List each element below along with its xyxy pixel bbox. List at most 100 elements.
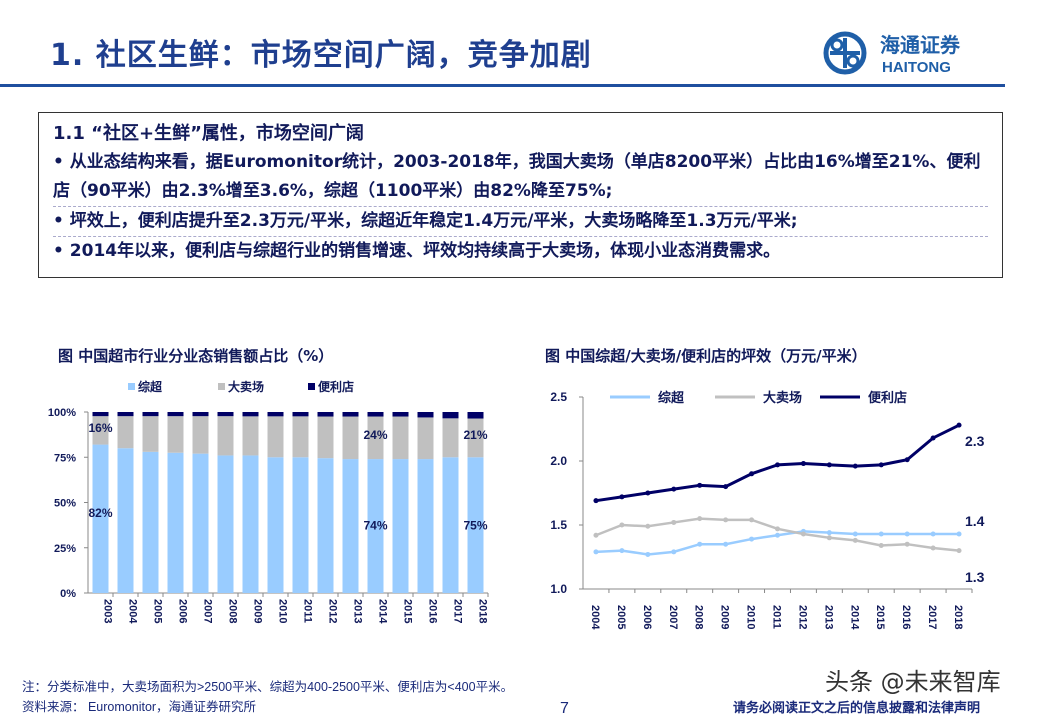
footnote: 注：分类标准中，大卖场面积为>2500平米、综超为400-2500平米、便利店为… — [22, 680, 514, 694]
point-大卖场 — [775, 526, 780, 532]
point-便利店 — [852, 463, 858, 469]
bar-大卖场 — [442, 418, 459, 458]
legend-label: 综超 — [658, 390, 685, 405]
point-便利店 — [593, 498, 599, 504]
x-tick-label: 2017 — [452, 599, 464, 623]
bar-便利店 — [167, 412, 184, 417]
page-title: 1. 社区生鲜：市场空间广阔，竞争加剧 — [50, 38, 592, 73]
point-大卖场 — [645, 523, 651, 529]
point-大卖场 — [930, 545, 936, 551]
bar-便利店 — [392, 412, 409, 417]
point-便利店 — [697, 482, 703, 488]
y-tick-label: 75% — [54, 452, 76, 464]
y-tick-label: 1.5 — [550, 518, 567, 532]
bar-综超 — [392, 459, 409, 593]
bar-大卖场 — [142, 416, 159, 452]
bar-便利店 — [267, 412, 284, 417]
x-tick-label: 2010 — [745, 605, 757, 629]
x-tick-label: 2007 — [667, 605, 679, 629]
data-label: 16% — [88, 421, 112, 435]
point-便利店 — [878, 462, 884, 468]
x-tick-label: 2008 — [693, 605, 705, 629]
summary-bullet: • 从业态结构来看，据Euromonitor统计，2003-2018年，我国大卖… — [53, 152, 981, 201]
bar-大卖场 — [167, 416, 184, 453]
point-大卖场 — [723, 517, 729, 523]
summary-bullet: • 2014年以来，便利店与综超行业的销售增速、坪效均持续高于大卖场，体现小业态… — [53, 236, 988, 266]
bar-综超 — [142, 451, 159, 593]
x-tick-label: 2013 — [352, 599, 364, 623]
svg-text:HAITONG: HAITONG — [882, 59, 951, 76]
end-label: 2.3 — [965, 433, 985, 449]
page-number: 7 — [560, 700, 569, 717]
bar-大卖场 — [392, 416, 409, 460]
x-tick-label: 2015 — [402, 599, 414, 623]
legend-swatch — [308, 383, 315, 390]
bar-大卖场 — [242, 416, 259, 456]
x-tick-label: 2005 — [152, 599, 164, 623]
x-tick-label: 2012 — [327, 599, 339, 623]
bar-便利店 — [142, 412, 159, 417]
y-tick-label: 2.0 — [550, 454, 567, 468]
legend-swatch — [218, 383, 225, 390]
point-综超 — [826, 530, 832, 536]
bar-便利店 — [92, 412, 109, 417]
x-tick-label: 2015 — [874, 605, 886, 629]
point-便利店 — [671, 486, 677, 492]
point-大卖场 — [593, 532, 599, 538]
x-tick-label: 2018 — [477, 599, 489, 623]
x-tick-label: 2018 — [952, 605, 964, 629]
bar-便利店 — [217, 412, 234, 417]
x-tick-label: 2011 — [771, 605, 783, 629]
point-便利店 — [645, 490, 651, 496]
bar-chart: 0% 25% 50% 75% 100% 2003 2004 2005 2006 2007 2008 2… — [48, 379, 489, 624]
x-tick-label: 2003 — [102, 599, 114, 623]
bar-大卖场 — [292, 416, 309, 458]
point-便利店 — [619, 494, 625, 500]
point-便利店 — [956, 422, 962, 428]
line-chart-title: 图 中国综超/大卖场/便利店的坪效（万元/平米） — [545, 347, 867, 365]
bar-综超 — [217, 455, 234, 593]
bar-大卖场 — [192, 416, 209, 454]
x-tick-label: 2016 — [900, 605, 912, 629]
bar-综超 — [267, 457, 284, 593]
bar-大卖场 — [217, 416, 234, 456]
bar-便利店 — [292, 412, 309, 417]
bar-综超 — [117, 448, 134, 593]
line-chart: 1.0 1.5 2.0 2.5 2004 2005 2006 2007 2008 2009 2010… — [550, 390, 985, 630]
bar-便利店 — [342, 412, 359, 417]
point-大卖场 — [619, 522, 625, 528]
legend-label: 便利店 — [868, 390, 907, 405]
data-label: 21% — [463, 428, 487, 442]
y-tick-label: 25% — [54, 543, 76, 555]
svg-text:海通证券: 海通证券 — [880, 33, 961, 57]
point-大卖场 — [904, 541, 910, 547]
bar-便利店 — [317, 412, 334, 417]
bar-大卖场 — [92, 416, 109, 445]
bar-综超 — [342, 459, 359, 593]
x-tick-label: 2007 — [202, 599, 214, 623]
point-综超 — [619, 548, 625, 554]
bar-便利店 — [367, 412, 384, 417]
haitong-logo: 海通证券 HAITONG — [823, 31, 961, 76]
point-综超 — [645, 551, 651, 557]
point-综超 — [852, 531, 858, 537]
end-label: 1.4 — [965, 513, 985, 529]
x-tick-label: 2016 — [427, 599, 439, 623]
point-大卖场 — [800, 531, 806, 537]
x-tick-label: 2011 — [302, 599, 314, 623]
x-tick-label: 2017 — [926, 605, 938, 629]
point-便利店 — [800, 461, 806, 467]
x-tick-label: 2014 — [848, 605, 860, 630]
point-便利店 — [904, 457, 910, 463]
point-大卖场 — [697, 516, 703, 522]
legend-label: 大卖场 — [228, 379, 264, 394]
point-综超 — [749, 536, 755, 542]
x-tick-label: 2006 — [641, 605, 653, 629]
bar-便利店 — [467, 412, 484, 419]
x-tick-label: 2005 — [615, 605, 627, 629]
point-大卖场 — [826, 535, 832, 541]
x-tick-label: 2008 — [227, 599, 239, 623]
bar-综超 — [417, 459, 434, 593]
y-tick-label: 0% — [60, 588, 76, 600]
point-大卖场 — [749, 517, 755, 523]
